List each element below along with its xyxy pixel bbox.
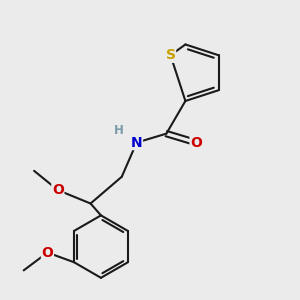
Text: S: S [166,48,176,62]
Text: H: H [114,124,124,137]
Text: O: O [52,183,64,197]
Text: N: N [131,136,142,150]
Text: O: O [190,136,202,150]
Text: O: O [41,245,53,260]
